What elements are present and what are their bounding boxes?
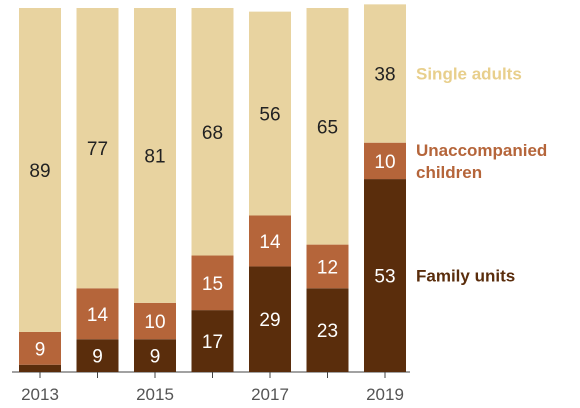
data-label-2014-single-adults: 77 [87, 139, 108, 160]
data-label-2018-single-adults: 65 [317, 117, 338, 138]
x-tick-layer: 2013 2015 2017 2019 [21, 372, 404, 404]
bar-segment-2013-family-units [19, 364, 61, 372]
legend-label-0-line-0: Single adults [416, 65, 522, 84]
data-label-2013-unaccompanied-children: 9 [35, 339, 46, 360]
bar-segment-2019-unaccompanied-children [364, 142, 406, 180]
legend-label-1-line-0: Unaccompanied [416, 141, 547, 160]
bar-segment-2019-family-units [364, 179, 406, 372]
x-tick-label-2015: 2015 [136, 385, 174, 404]
data-label-2017-family-units: 29 [259, 310, 280, 331]
data-label-2017-single-adults: 56 [259, 105, 280, 126]
legend-label-1-line-1: children [416, 163, 482, 182]
bar-segment-2015-family-units [134, 339, 176, 372]
data-label-2015-unaccompanied-children: 10 [144, 312, 165, 333]
bar-segment-2013-single-adults [19, 8, 61, 332]
bar-segment-2014-family-units [76, 339, 119, 372]
legend-label-2-line-0: Family units [416, 267, 515, 286]
bar-segment-2014-single-adults [76, 8, 119, 289]
x-tick-label-2019: 2019 [366, 385, 404, 404]
x-tick-label-2017: 2017 [251, 385, 289, 404]
data-label-2016-single-adults: 68 [202, 123, 223, 144]
bar-segment-2016-unaccompanied-children [191, 255, 234, 311]
data-label-2016-family-units: 17 [202, 332, 223, 353]
bar-segment-2018-family-units [306, 288, 349, 372]
bar-segment-2014-unaccompanied-children [76, 288, 119, 340]
data-label-2015-family-units: 9 [150, 347, 161, 368]
bars-layer: 9 89 9 14 77 9 10 81 17 15 68 29 14 56 23 12 65 53 10 38 [19, 4, 406, 372]
bar-segment-2019-single-adults [364, 4, 406, 143]
bar-segment-2017-single-adults [249, 11, 291, 216]
data-label-2014-unaccompanied-children: 14 [87, 305, 109, 326]
bar-segment-2015-single-adults [134, 8, 176, 303]
bar-segment-2017-family-units [249, 266, 291, 372]
data-label-2014-family-units: 9 [92, 347, 103, 368]
bar-segment-2017-unaccompanied-children [249, 215, 291, 267]
bar-segment-2018-single-adults [306, 8, 349, 245]
bar-segment-2016-family-units [191, 310, 234, 372]
data-label-2019-family-units: 53 [374, 267, 395, 288]
data-label-2016-unaccompanied-children: 15 [202, 274, 223, 295]
bar-segment-2015-unaccompanied-children [134, 302, 176, 340]
data-label-2019-single-adults: 38 [374, 65, 395, 86]
data-label-2013-single-adults: 89 [29, 161, 50, 182]
legend-layer: Single adults Unaccompanied children Family… [416, 65, 547, 286]
bar-segment-2013-unaccompanied-children [19, 331, 61, 365]
data-label-2019-unaccompanied-children: 10 [374, 152, 395, 173]
data-label-2018-unaccompanied-children: 12 [317, 257, 338, 278]
data-label-2018-family-units: 23 [317, 321, 338, 342]
data-label-2017-unaccompanied-children: 14 [259, 232, 281, 253]
data-label-2015-single-adults: 81 [144, 146, 165, 167]
bar-segment-2016-single-adults [191, 8, 234, 256]
bar-segment-2018-unaccompanied-children [306, 244, 349, 289]
x-tick-label-2013: 2013 [21, 385, 59, 404]
